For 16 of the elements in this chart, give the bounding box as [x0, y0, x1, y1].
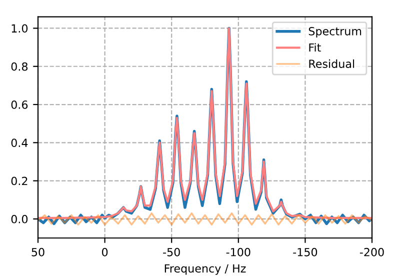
x-tick-label: 0 — [102, 248, 108, 256]
x-axis-title: Frequency / Hz — [164, 264, 246, 275]
y-tick-label: 1.0 — [12, 24, 28, 33]
legend-label: Fit — [309, 43, 321, 52]
legend-label: Residual — [309, 59, 354, 68]
legend-label: Spectrum — [308, 26, 362, 38]
x-tick-label: -150 — [293, 248, 318, 256]
y-tick-label: 0.2 — [11, 176, 28, 186]
x-tick-label: -200 — [360, 248, 384, 256]
y-tick-label: 0.6 — [11, 100, 28, 109]
y-tick-label: 0.8 — [11, 62, 28, 71]
x-tick-label: -50 — [163, 248, 180, 256]
y-tick-label: 0.4 — [11, 138, 28, 148]
x-tick-label: -100 — [226, 248, 250, 256]
y-tick-label: 0.0 — [11, 214, 28, 224]
x-tick-label: 50 — [32, 248, 44, 256]
